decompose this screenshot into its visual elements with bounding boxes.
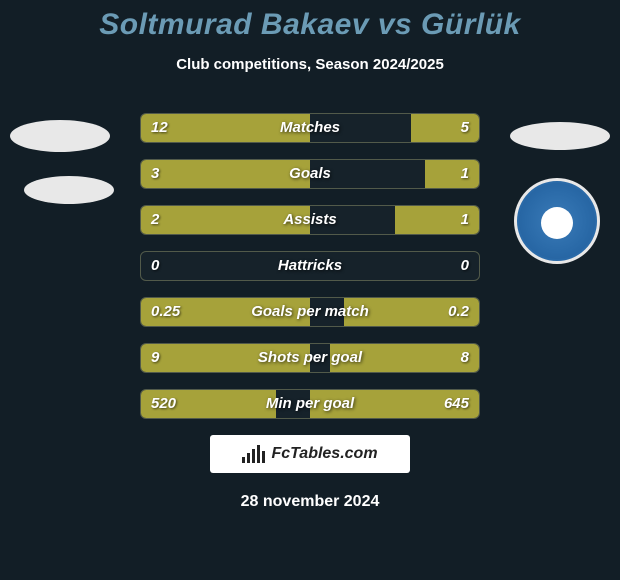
stat-row: 125Matches [140, 113, 480, 143]
stat-row: 31Goals [140, 159, 480, 189]
stat-label: Goals [141, 160, 479, 188]
stat-row: 98Shots per goal [140, 343, 480, 373]
stat-label: Matches [141, 114, 479, 142]
player2-logo-1 [510, 122, 610, 150]
stat-row: 21Assists [140, 205, 480, 235]
player1-logo-1 [10, 120, 110, 152]
branding: FcTables.com [210, 435, 410, 473]
stat-row: 520645Min per goal [140, 389, 480, 419]
stat-row: 0.250.2Goals per match [140, 297, 480, 327]
stat-label: Goals per match [141, 298, 479, 326]
stat-label: Min per goal [141, 390, 479, 418]
date: 28 november 2024 [0, 493, 620, 511]
stat-label: Shots per goal [141, 344, 479, 372]
page-title: Soltmurad Bakaev vs Gürlük [0, 8, 620, 42]
branding-icon [242, 445, 265, 463]
player2-club-badge [514, 178, 600, 264]
stat-label: Assists [141, 206, 479, 234]
stat-row: 00Hattricks [140, 251, 480, 281]
player1-logo-2 [24, 176, 114, 204]
subtitle: Club competitions, Season 2024/2025 [0, 56, 620, 73]
branding-text: FcTables.com [271, 445, 377, 463]
stat-label: Hattricks [141, 252, 479, 280]
stats-panel: 125Matches 31Goals 21Assists 00Hattricks 0.2… [140, 113, 480, 419]
